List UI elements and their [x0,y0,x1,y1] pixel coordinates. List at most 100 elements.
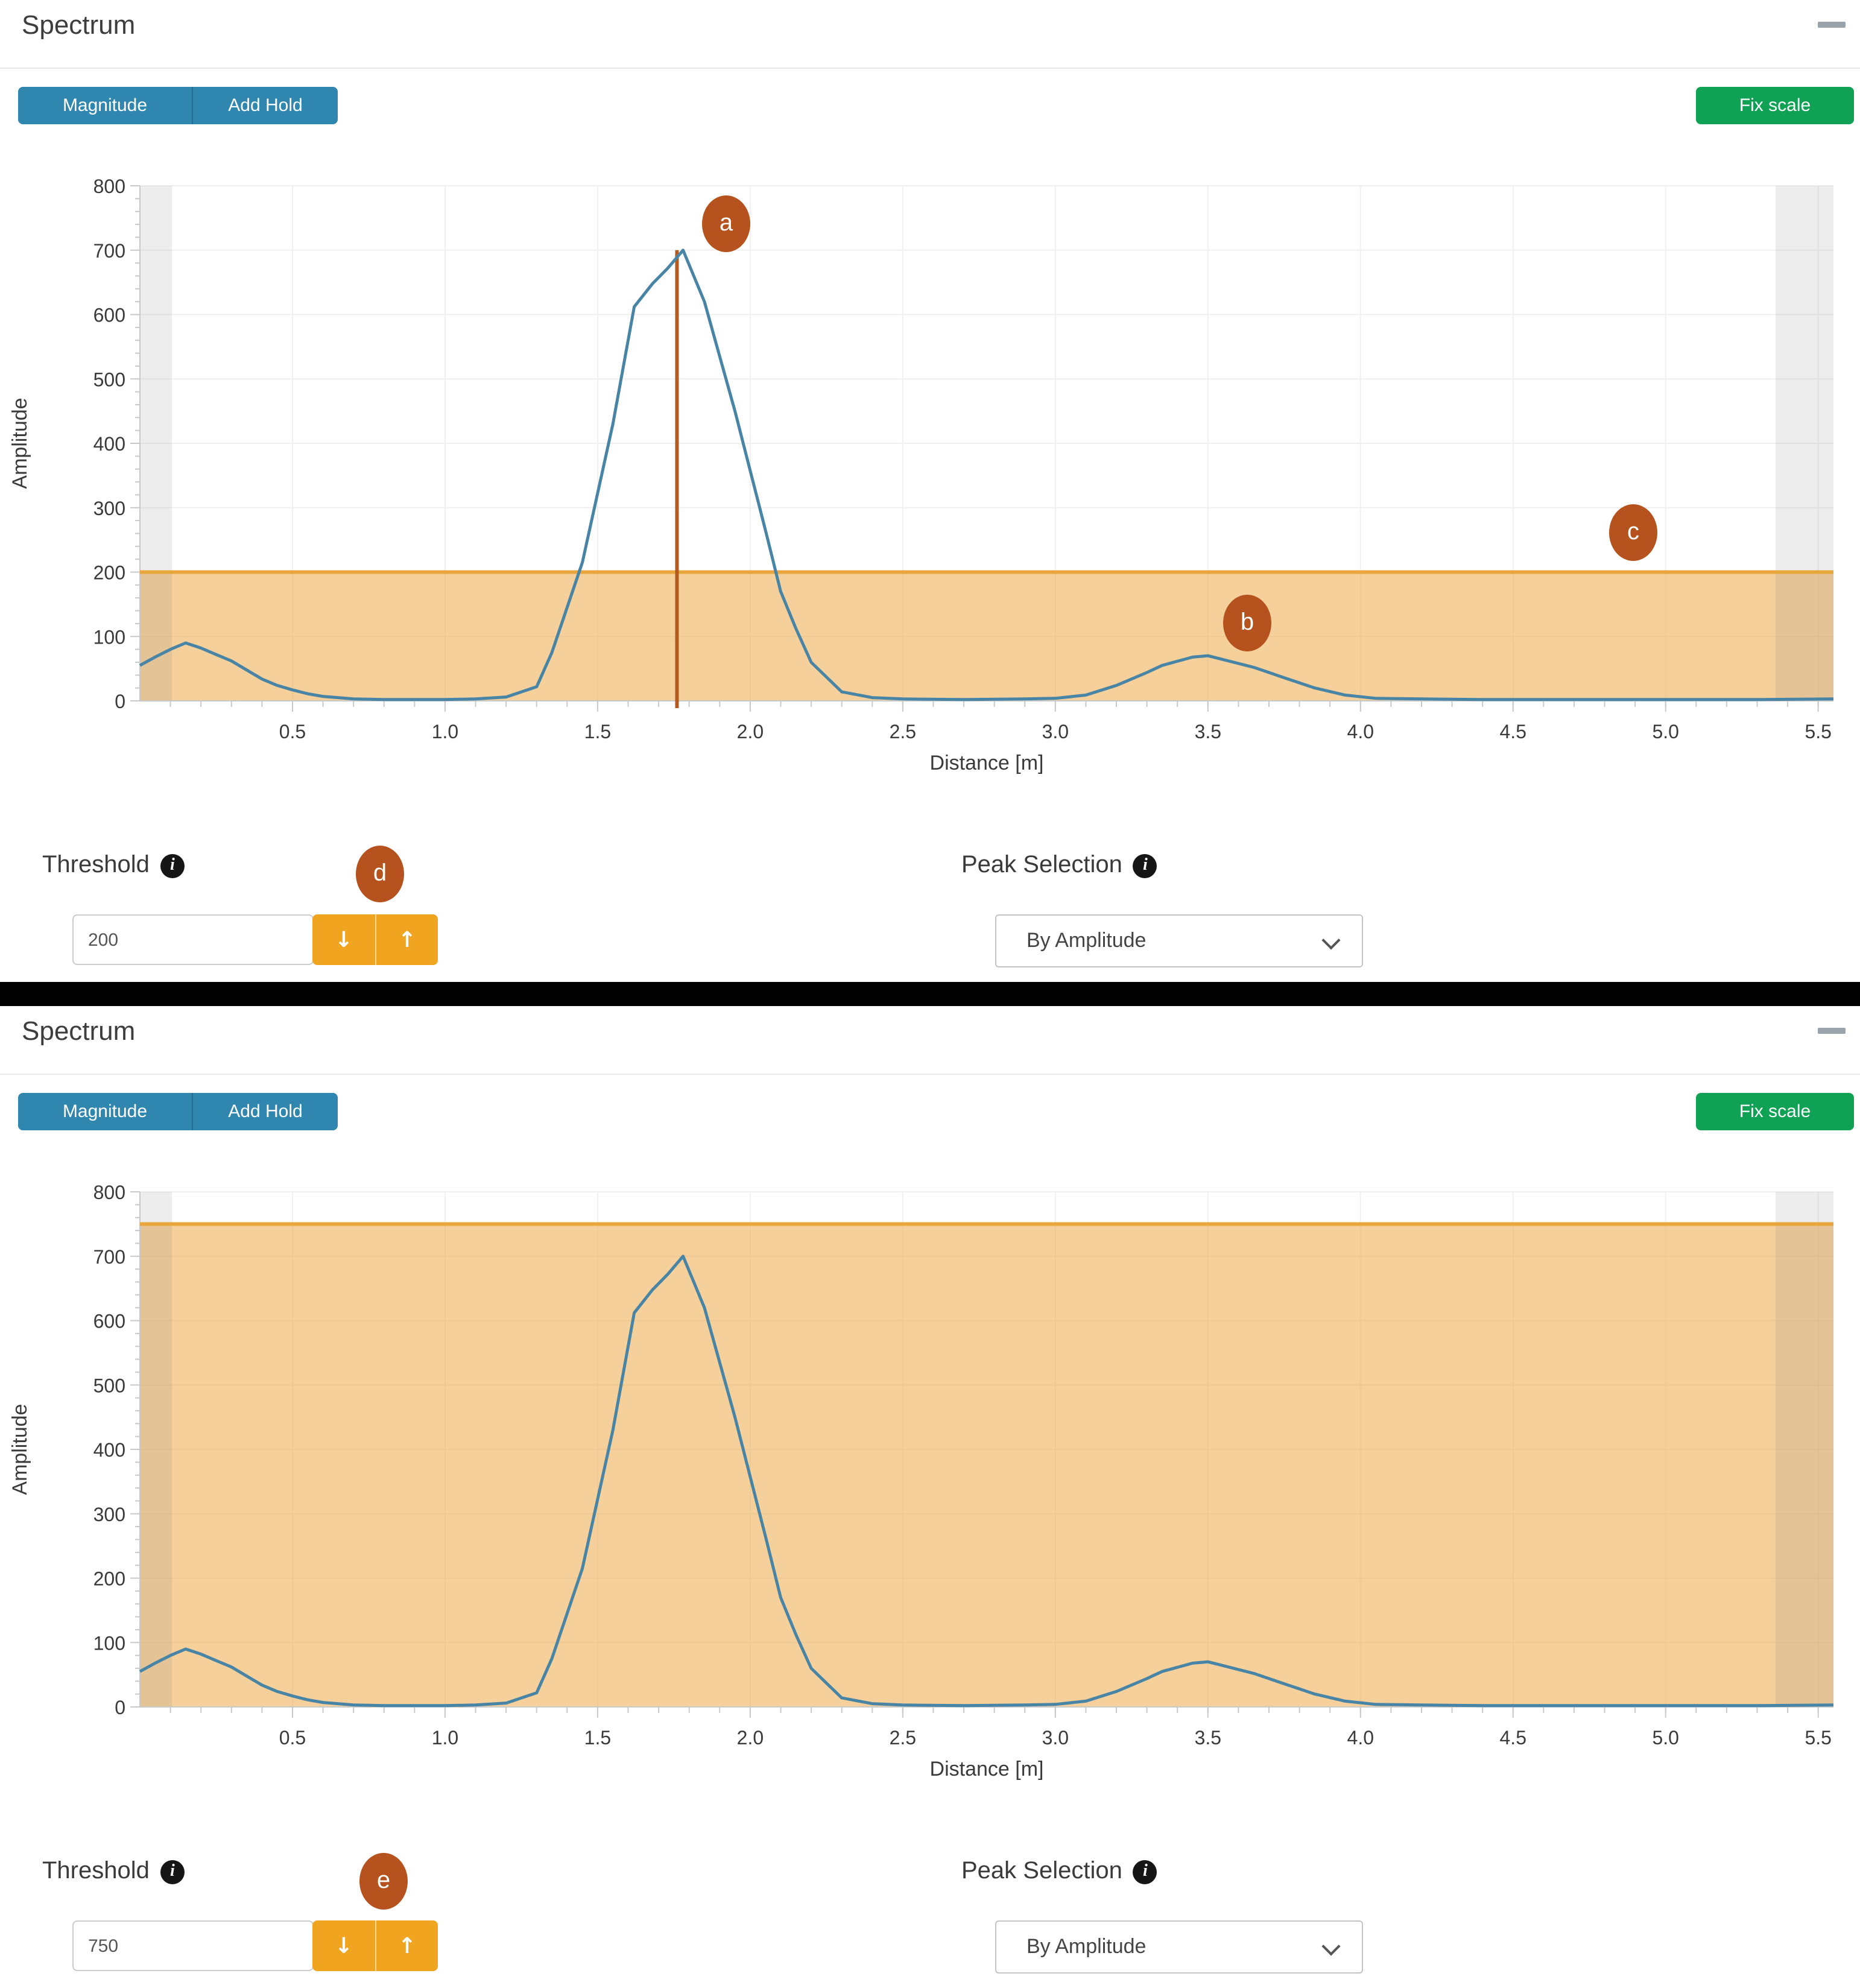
masked-region [140,186,172,701]
annotation-badge-a: a [702,195,750,252]
peak-selection-select[interactable]: By Amplitude [995,914,1363,967]
peak-selection-label: Peak Selection [961,852,1122,878]
magnitude-line [139,248,1834,701]
x-tick-label: 4.5 [1500,1727,1526,1749]
threshold-fill-area [140,1224,1833,1707]
magnitude-button[interactable]: Magnitude [18,1093,192,1130]
annotation-badge-d: d [356,846,404,902]
threshold-label-row: Threshold i [42,1858,185,1885]
y-tick-label: 500 [93,369,125,390]
page-title: Spectrum [22,10,136,40]
threshold-label: Threshold [42,1858,150,1884]
y-tick-label: 800 [93,176,125,197]
masked-region [140,1192,172,1707]
threshold-decrease-button[interactable]: ↓ [312,914,375,965]
add-hold-button[interactable]: Add Hold [192,1093,338,1130]
chart-svg: 0.5 1.0 1.5 2.0 2.5 3.0 3.5 4.0 4.5 5.0 5.5 0 100 200… [8,176,1834,774]
y-tick-label: 600 [93,305,125,326]
view-mode-button-group: Magnitude Add Hold [18,1093,338,1130]
add-hold-button[interactable]: Add Hold [192,87,338,124]
threshold-stepper: ↓ ↑ [312,1920,438,1971]
x-tick-label: 5.5 [1805,1727,1831,1749]
threshold-fill-area [140,572,1833,701]
collapse-panel-icon[interactable] [1818,22,1846,28]
x-tick-label: 1.5 [584,721,611,742]
y-tick-label: 100 [93,1632,125,1654]
page-title: Spectrum [22,1016,136,1046]
y-tick-label: 100 [93,626,125,648]
x-tick-label: 0.5 [279,721,306,742]
x-tick-label: 3.5 [1195,1727,1221,1749]
y-tick-label: 200 [93,1568,125,1590]
peak-selection-label-row: Peak Selection i [961,1858,1157,1885]
y-tick-label: 600 [93,1311,125,1332]
info-icon[interactable]: i [160,853,185,878]
view-mode-button-group: Magnitude Add Hold [18,87,338,124]
annotation-badge-c: c [1609,504,1657,561]
x-tick-label: 2.5 [890,721,916,742]
threshold-increase-button[interactable]: ↑ [375,914,438,965]
annotation-badge-e: e [359,1853,408,1910]
magnitude-line [139,1255,1834,1708]
info-icon[interactable]: i [1133,1860,1157,1884]
arrow-up-icon: ↑ [397,1933,417,1958]
x-axis-title: Distance [m] [930,752,1044,774]
info-icon[interactable]: i [1133,853,1157,878]
threshold-input[interactable] [72,914,314,965]
masked-region [1775,186,1833,701]
x-tick-label: 0.5 [279,1727,306,1749]
x-tick-label: 4.0 [1347,721,1374,742]
y-tick-label: 400 [93,433,125,455]
y-tick-label: 0 [115,1697,125,1718]
arrow-down-icon: ↓ [334,1933,353,1958]
y-axis-title: Amplitude [8,1404,31,1495]
chevron-down-icon [1321,1937,1341,1956]
x-tick-label: 5.5 [1805,721,1831,742]
y-tick-label: 500 [93,1375,125,1396]
y-tick-label: 700 [93,1246,125,1268]
fix-scale-button[interactable]: Fix scale [1696,87,1854,124]
threshold-decrease-button[interactable]: ↓ [312,1920,375,1971]
panel-separator [0,982,1860,1006]
y-axis-title: Amplitude [8,397,31,489]
spectrum-panel-2: Spectrum Magnitude Add Hold Fix scale 0.… [0,1006,1860,1988]
x-tick-label: 1.0 [432,1727,458,1749]
fix-scale-button[interactable]: Fix scale [1696,1093,1854,1130]
divider [0,1074,1860,1075]
x-tick-label: 2.0 [737,721,764,742]
x-axis-title: Distance [m] [930,1758,1044,1781]
threshold-label-row: Threshold i [42,852,185,879]
masked-region [1775,1192,1833,1707]
spectrum-panel-1: Spectrum Magnitude Add Hold Fix scale 0.… [0,0,1860,982]
arrow-down-icon: ↓ [334,927,353,952]
y-tick-label: 300 [93,1504,125,1525]
threshold-input[interactable] [72,1920,314,1971]
y-tick-label: 800 [93,1182,125,1203]
x-tick-label: 4.5 [1500,721,1526,742]
x-tick-label: 5.0 [1652,1727,1678,1749]
spectrum-chart[interactable]: 0.5 1.0 1.5 2.0 2.5 3.0 3.5 4.0 4.5 5.0 5.5 0 100 200… [0,1151,1860,1796]
x-tick-label: 3.0 [1042,1727,1069,1749]
magnitude-button[interactable]: Magnitude [18,87,192,124]
x-tick-label: 1.0 [432,721,458,742]
peak-selection-select[interactable]: By Amplitude [995,1920,1363,1974]
peak-selection-label-row: Peak Selection i [961,852,1157,879]
info-icon[interactable]: i [160,1860,185,1884]
peak-selection-label: Peak Selection [961,1858,1122,1884]
threshold-increase-button[interactable]: ↑ [375,1920,438,1971]
x-tick-label: 5.0 [1652,721,1678,742]
divider [0,68,1860,69]
spectrum-chart[interactable]: 0.5 1.0 1.5 2.0 2.5 3.0 3.5 4.0 4.5 5.0 5.5 0 100 200… [0,145,1860,790]
x-tick-label: 4.0 [1347,1727,1374,1749]
y-tick-label: 400 [93,1439,125,1461]
threshold-label: Threshold [42,852,150,878]
x-tick-label: 1.5 [584,1727,611,1749]
x-tick-label: 3.5 [1195,721,1221,742]
arrow-up-icon: ↑ [397,927,417,952]
x-tick-label: 2.5 [890,1727,916,1749]
collapse-panel-icon[interactable] [1818,1028,1846,1034]
chart-svg: 0.5 1.0 1.5 2.0 2.5 3.0 3.5 4.0 4.5 5.0 5.5 0 100 200… [8,1182,1834,1781]
y-tick-label: 0 [115,691,125,712]
annotation-badge-b: b [1223,595,1271,651]
